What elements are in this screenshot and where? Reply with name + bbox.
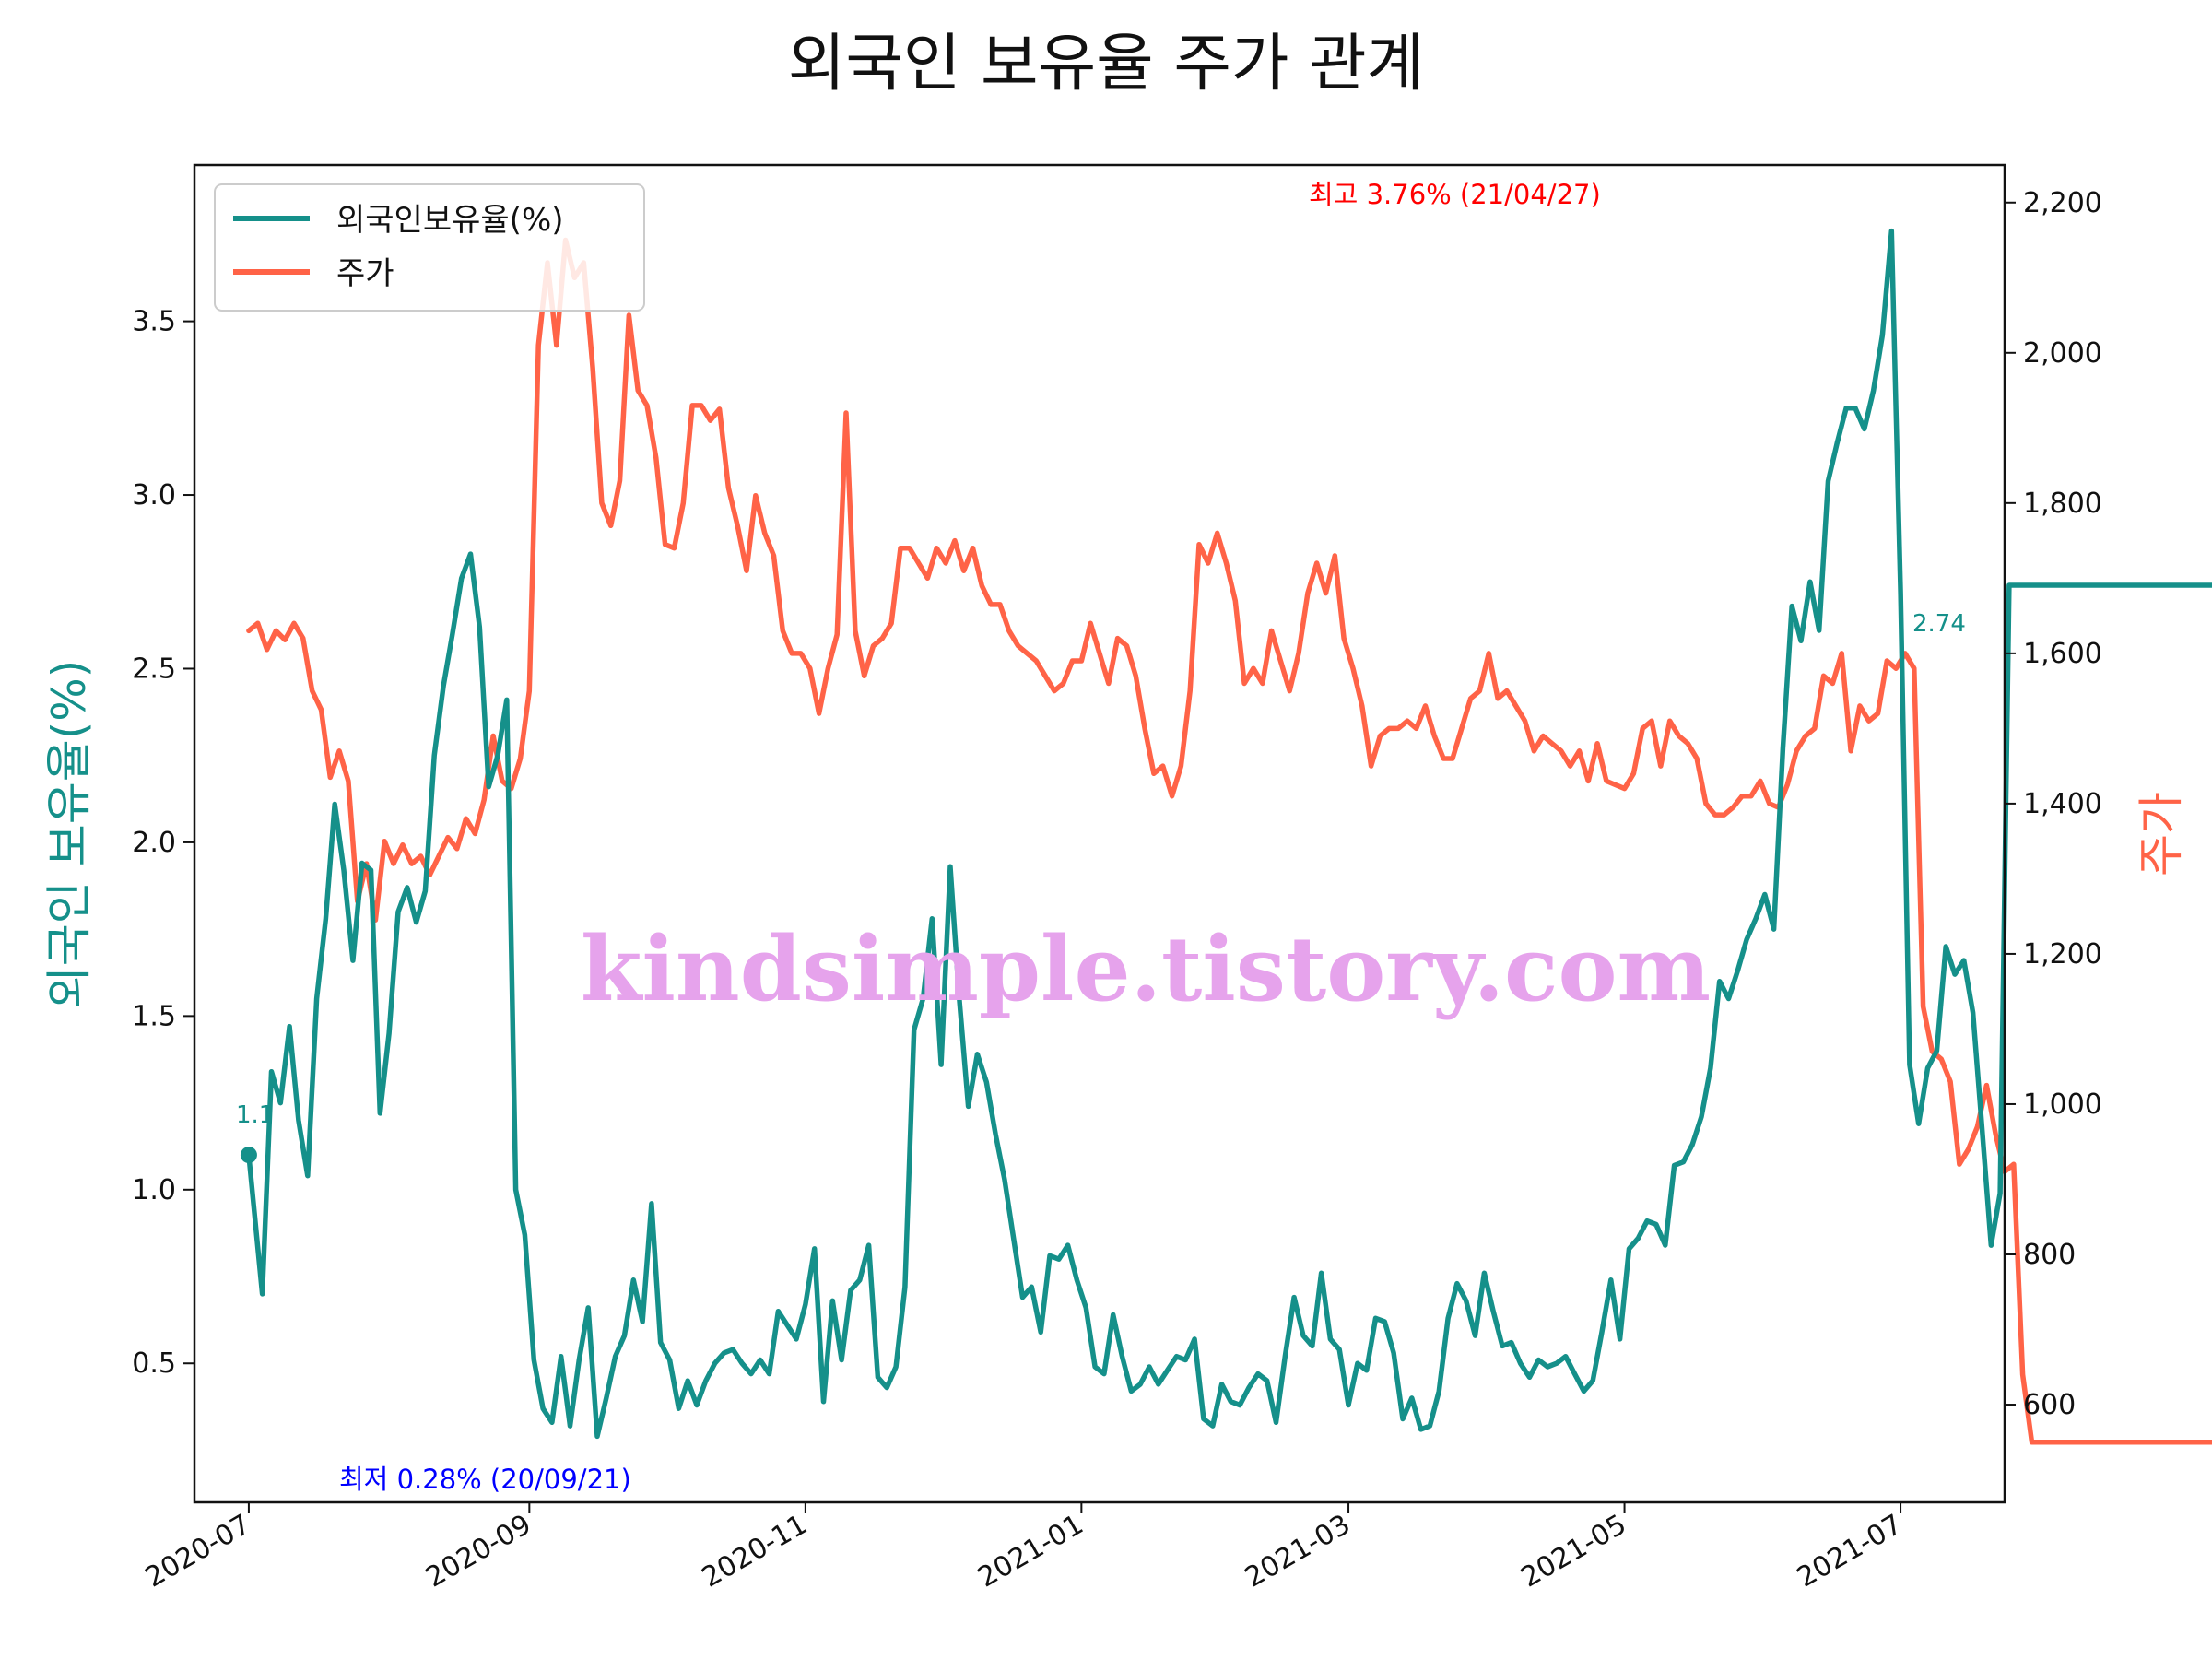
legend-box [214, 183, 645, 312]
y-right-tick-label: 1,600 [2023, 638, 2102, 670]
y-right-tick-label: 600 [2023, 1389, 2076, 1421]
series-line-ownership [246, 228, 2212, 1440]
y-left-tick-label: 1.5 [132, 1000, 176, 1032]
y-left-tick-label: 1.0 [132, 1174, 176, 1206]
y-axis-right-label: 주가 [2135, 792, 2188, 877]
y-axis-right: 600 800 1,000 1,200 1,400 1,600 1,800 2,000 2,20… [2005, 187, 2102, 1421]
y-right-tick-label: 2,000 [2023, 337, 2102, 370]
y-right-tick-label: 2,200 [2023, 187, 2102, 219]
y-left-tick-label: 3.0 [132, 479, 176, 512]
start-point-marker [240, 1147, 257, 1164]
y-left-tick-label: 2.0 [132, 827, 176, 859]
watermark-text: kindsimple.tistory.com [581, 917, 1711, 1021]
annotation-min: 최저 0.28% (20/09/21) [339, 1464, 631, 1495]
y-right-tick-label: 1,000 [2023, 1088, 2102, 1121]
plot-frame [193, 163, 2006, 1504]
legend-label-ownership: 외국인보유율(%) [336, 202, 564, 239]
y-right-tick-label: 1,800 [2023, 488, 2102, 520]
legend: 외국인보유율(%) 주가 [214, 183, 645, 312]
y-left-tick-label: 0.5 [132, 1347, 176, 1380]
end-point-label: 2.74 [1912, 610, 1966, 638]
annotation-max: 최고 3.76% (21/04/27) [1309, 179, 1601, 210]
y-axis-left-label: 외국인 보유율(%) [42, 660, 96, 1008]
y-axis-left: 0.5 1.0 1.5 2.0 2.5 3.0 3.5 [132, 306, 194, 1380]
legend-label-price: 주가 [336, 255, 394, 292]
chart-title: 외국인 보유율 주가 관계 [788, 28, 1424, 100]
y-left-tick-label: 3.5 [132, 306, 176, 338]
start-point-label: 1.1 [236, 1101, 274, 1129]
y-right-tick-label: 800 [2023, 1239, 2076, 1271]
y-right-tick-label: 1,400 [2023, 788, 2102, 820]
y-left-tick-label: 2.5 [132, 653, 176, 685]
y-right-tick-label: 1,200 [2023, 938, 2102, 971]
